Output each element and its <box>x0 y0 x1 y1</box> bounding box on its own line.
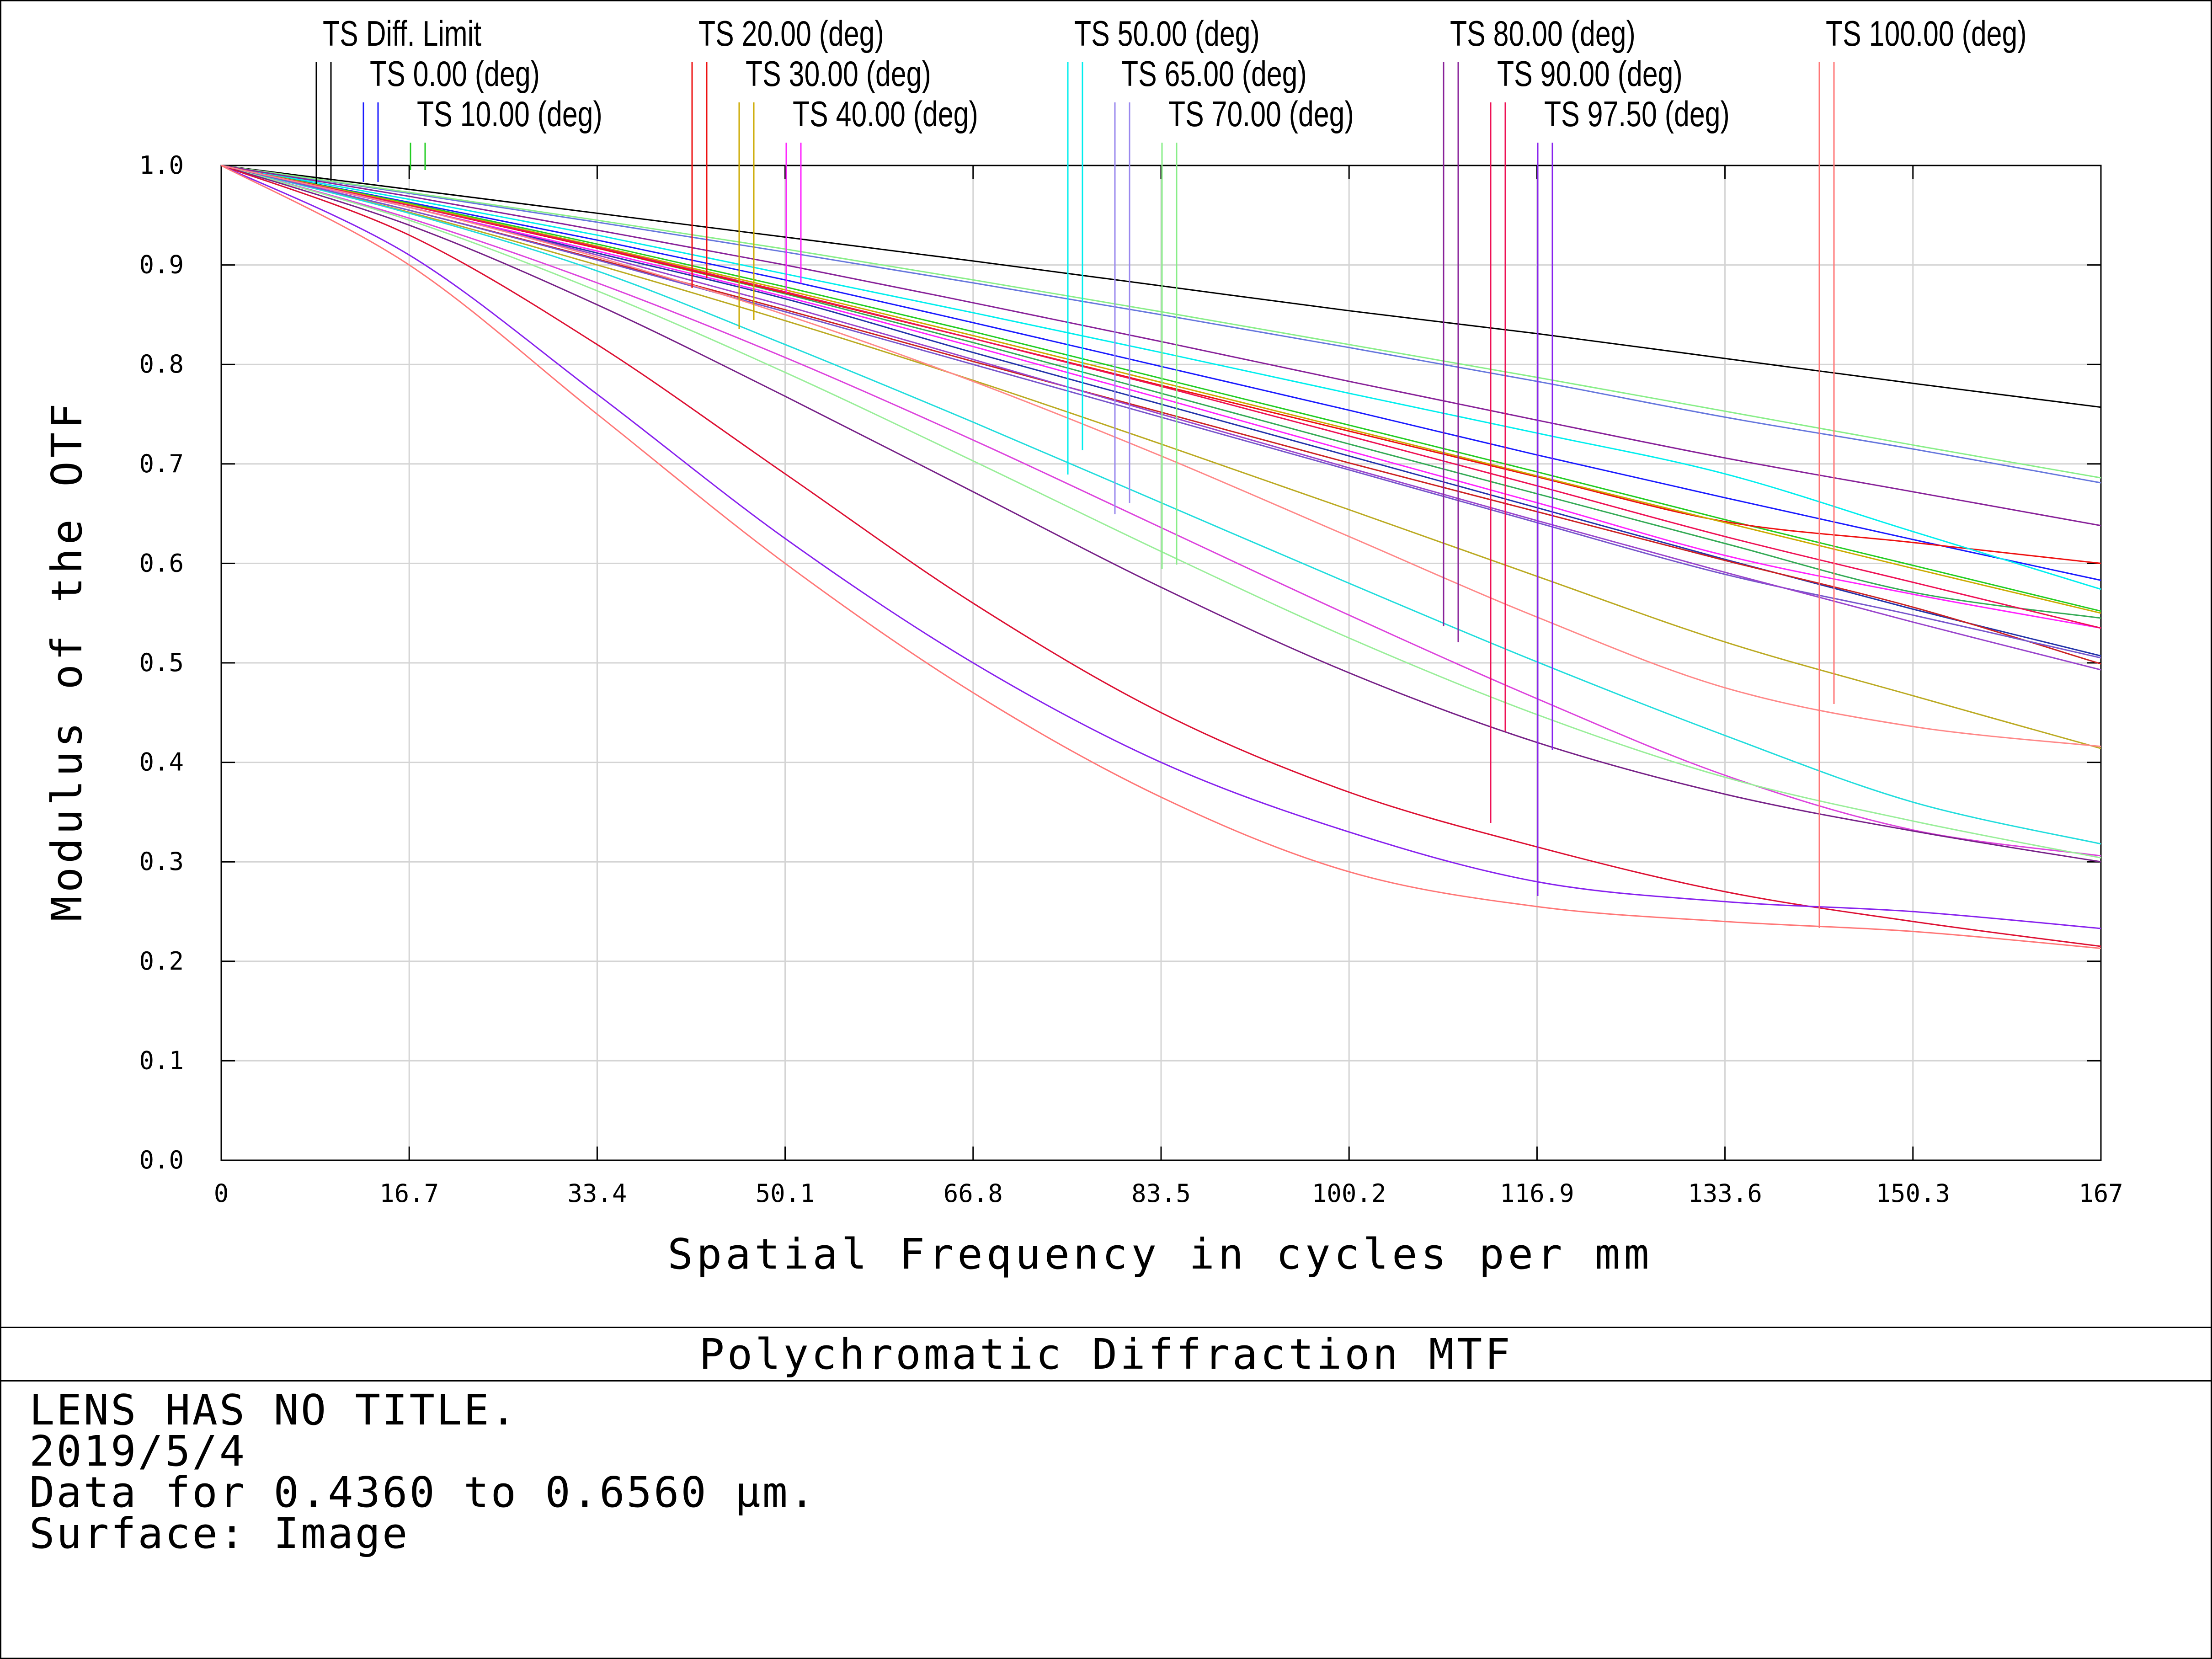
x-tick-label: 150.3 <box>1876 1179 1951 1208</box>
axes <box>220 165 2102 1161</box>
legend-label: TS 65.00 (deg) <box>1121 54 1307 94</box>
x-tick-label: 167 <box>2079 1179 2123 1208</box>
x-tick-label: 116.9 <box>1500 1179 1574 1208</box>
series-line-ts-0-00-deg-t <box>221 165 2101 581</box>
date-line: 2019/5/4 <box>29 1427 247 1476</box>
legend-label: TS 97.50 (deg) <box>1544 94 1730 134</box>
legend-label: TS 100.00 (deg) <box>1826 14 2027 53</box>
y-tick-label: 0.4 <box>139 748 184 777</box>
legend-label: TS 30.00 (deg) <box>746 54 931 94</box>
x-tick-label: 133.6 <box>1688 1179 1762 1208</box>
series-lines <box>221 165 2101 950</box>
y-tick-label: 0.8 <box>139 350 184 379</box>
series-line-ts-50-00-deg-t <box>221 165 2101 590</box>
y-axis-label: Modulus of the OTF <box>43 400 91 922</box>
series-line-ts-10-00-deg-t <box>221 165 2101 612</box>
legend-label: TS 0.00 (deg) <box>370 54 540 94</box>
legend-label: TS 50.00 (deg) <box>1074 14 1260 53</box>
legend-label: TS 70.00 (deg) <box>1168 94 1354 134</box>
legend-label: TS 90.00 (deg) <box>1497 54 1683 94</box>
y-tick-label: 0.1 <box>139 1046 184 1075</box>
series-line-ts-40-00-deg-s <box>221 165 2101 857</box>
x-tick-label: 16.7 <box>379 1179 439 1208</box>
x-tick-label: 50.1 <box>756 1179 815 1208</box>
x-tick-label: 0 <box>214 1179 229 1208</box>
series-line-ts-30-00-deg-t <box>221 165 2101 614</box>
wavelength-line: Data for 0.4360 to 0.6560 µm. <box>29 1468 817 1517</box>
legend-label: TS Diff. Limit <box>323 14 481 53</box>
series-line-ts-50-00-deg-s <box>221 165 2101 845</box>
series-line-ts-97-50-deg-t <box>221 165 2101 671</box>
x-tick-label: 33.4 <box>567 1179 627 1208</box>
x-tick-label: 100.2 <box>1312 1179 1386 1208</box>
lens-title-line: LENS HAS NO TITLE. <box>29 1386 518 1435</box>
chart-title: Polychromatic Diffraction MTF <box>0 1327 2212 1382</box>
series-line-ts-80-00-deg-t <box>221 165 2101 527</box>
y-tick-label: 0.6 <box>139 549 184 577</box>
series-line-ts-70-00-deg-t <box>221 165 2101 479</box>
series-line-ts-90-00-deg-s <box>221 165 2101 947</box>
series-line-ts-80-00-deg-s <box>221 165 2101 863</box>
info-panel: LENS HAS NO TITLE. 2019/5/4 Data for 0.4… <box>29 1386 817 1558</box>
series-line-ts-100-00-deg-t <box>221 165 2101 747</box>
y-tick-label: 0.2 <box>139 947 184 976</box>
series-line-ts-40-00-deg-t <box>221 165 2101 629</box>
y-tick-label: 0.5 <box>139 648 184 677</box>
x-tick-label: 83.5 <box>1131 1179 1191 1208</box>
y-tick-label: 0.0 <box>139 1146 184 1174</box>
tick-labels: 0 16.7 33.4 50.1 66.8 83.5 100.2 116.9 133.6 150.… <box>139 151 2123 1208</box>
series-line-ts-diff-limit <box>221 165 2101 408</box>
y-tick-label: 0.9 <box>139 251 184 279</box>
x-axis-label: Spatial Frequency in cycles per mm <box>667 1230 1652 1279</box>
series-line-ts-100-00-deg-s <box>221 165 2101 950</box>
y-tick-label: 1.0 <box>139 151 184 180</box>
y-tick-label: 0.7 <box>139 449 184 478</box>
series-line-ts-97-50-deg-s <box>221 165 2101 929</box>
legend-label: TS 10.00 (deg) <box>417 94 602 134</box>
y-tick-label: 0.3 <box>139 847 184 876</box>
x-tick-label: 66.8 <box>943 1179 1003 1208</box>
legend-label: TS 20.00 (deg) <box>698 14 884 53</box>
mtf-chart: 0 16.7 33.4 50.1 66.8 83.5 100.2 116.9 133.6 150.… <box>43 14 2123 1279</box>
series-line-ts-30-00-deg-s <box>221 165 2101 749</box>
surface-line: Surface: Image <box>29 1509 410 1558</box>
legend-label: TS 40.00 (deg) <box>793 94 978 134</box>
legend-label: TS 80.00 (deg) <box>1450 14 1636 53</box>
series-line-ts-90-00-deg-t <box>221 165 2101 629</box>
series-line-ts-70-00-deg-s <box>221 165 2101 859</box>
series-line-ts-65-00-deg-t <box>221 165 2101 484</box>
